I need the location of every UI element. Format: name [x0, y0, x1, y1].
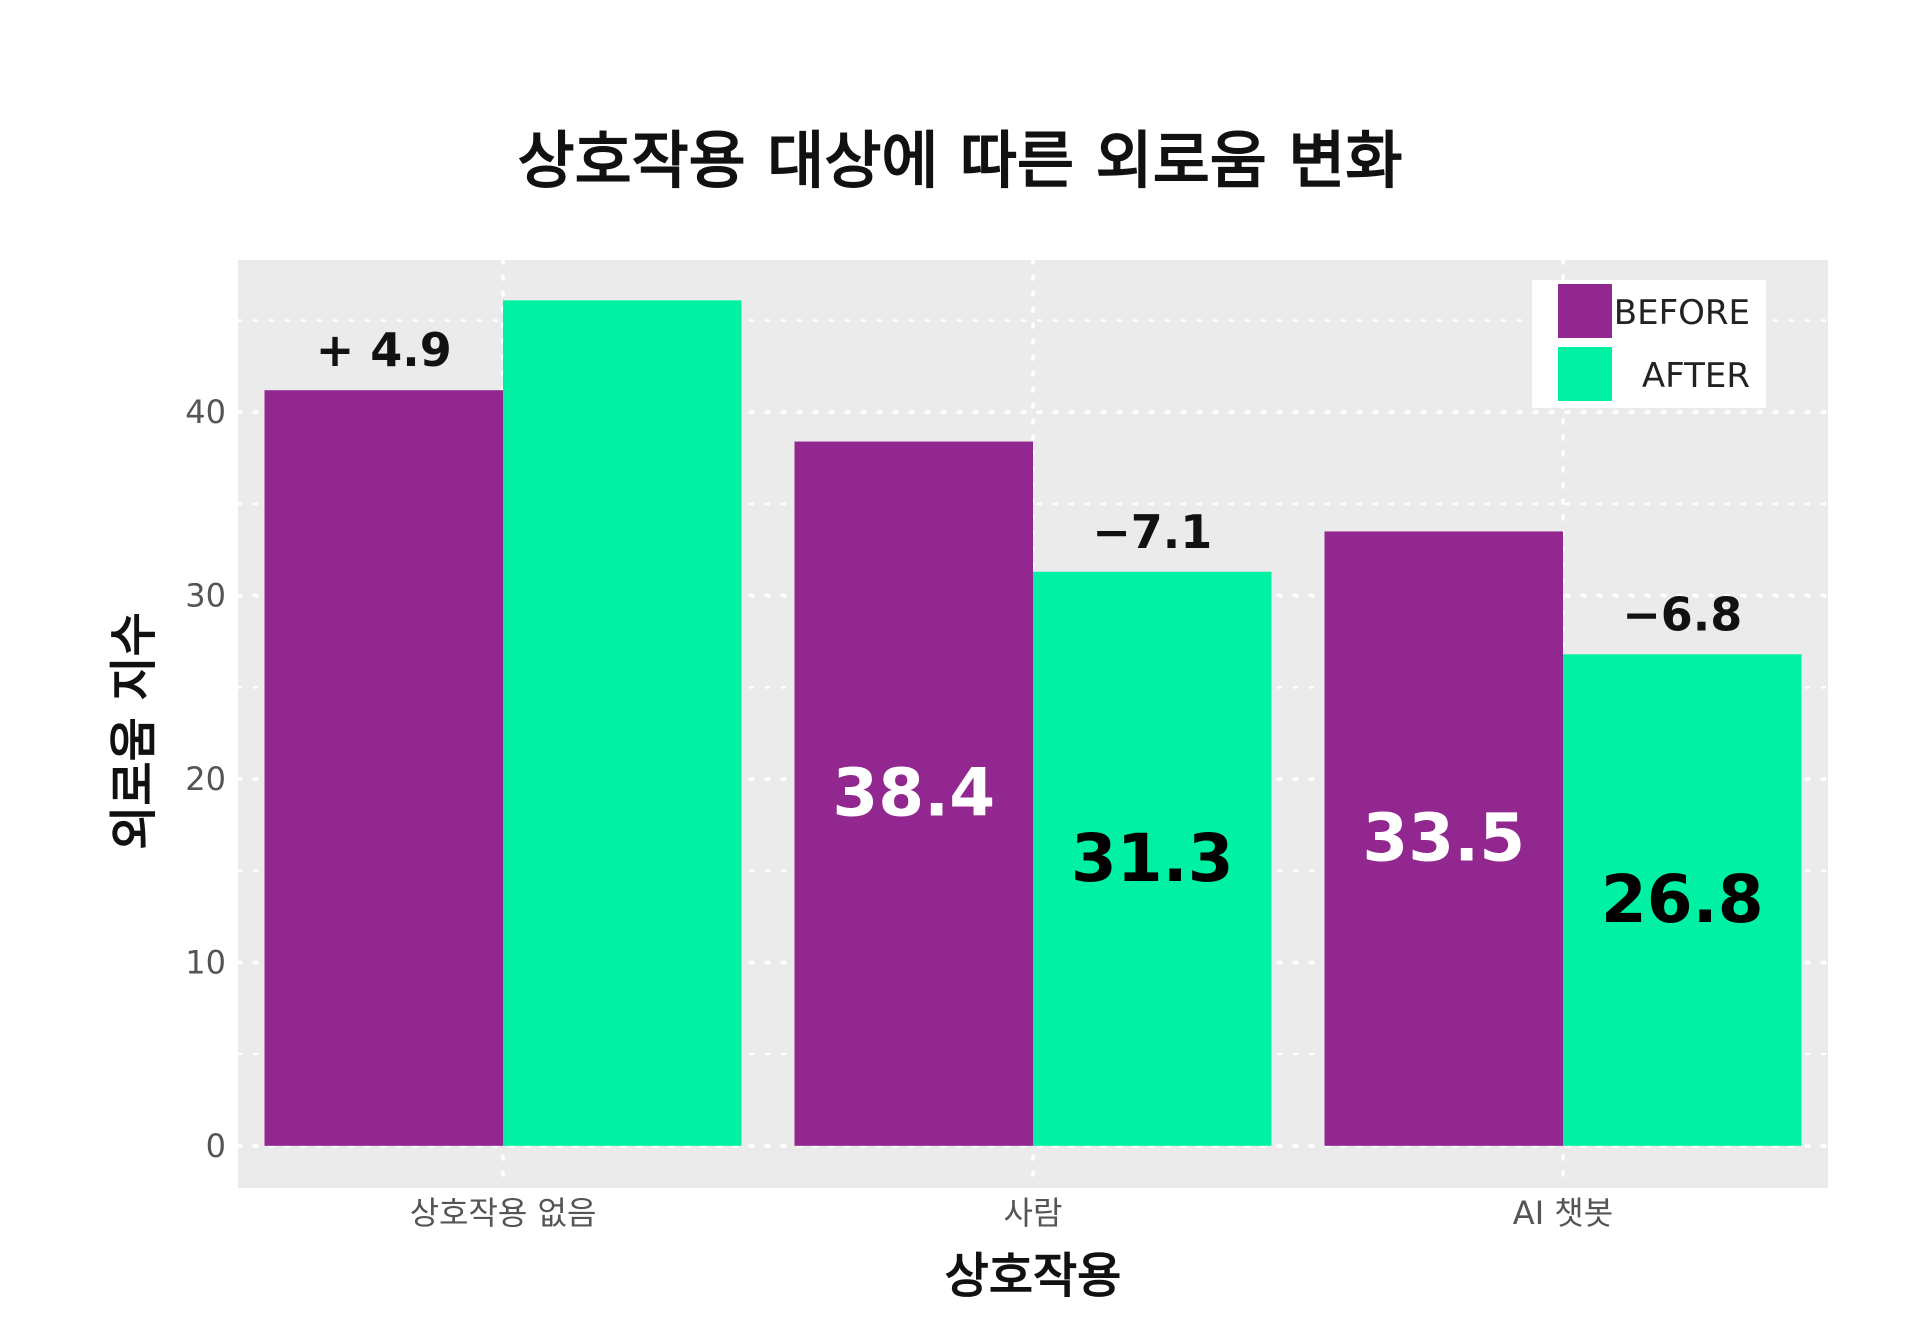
x-tick-label: 상호작용 없음 — [410, 1194, 597, 1232]
y-tick-label: 30 — [185, 577, 226, 615]
bar-after — [503, 300, 742, 1146]
y-tick-label: 10 — [185, 943, 226, 981]
legend: BEFORE AFTER — [1532, 280, 1766, 408]
x-tick-label: 사람 — [1004, 1194, 1063, 1232]
value-label: 31.3 — [1071, 820, 1234, 897]
value-label: 26.8 — [1601, 861, 1764, 938]
bar-before — [794, 441, 1033, 1146]
legend-key-before — [1558, 284, 1612, 338]
x-axis-title: 상호작용 — [945, 1248, 1122, 1304]
x-tick-label: AI 챗봇 — [1513, 1194, 1613, 1232]
y-axis-ticks: 0 10 20 30 40 — [185, 393, 226, 1165]
y-axis-title: 외로움 지수 — [106, 612, 162, 850]
legend-key-after — [1558, 347, 1612, 401]
x-axis-ticks: 상호작용 없음 사람 AI 챗봇 — [410, 1194, 1614, 1232]
legend-label: BEFORE — [1614, 293, 1750, 333]
value-labels: 38.4 33.5 31.3 26.8 — [832, 755, 1763, 938]
change-label: −7.1 — [1092, 505, 1212, 559]
change-label: −6.8 — [1622, 587, 1742, 641]
bars — [264, 300, 1802, 1146]
bar-after — [1563, 654, 1802, 1146]
y-tick-label: 20 — [185, 760, 226, 798]
y-tick-label: 40 — [185, 393, 226, 431]
value-label: 33.5 — [1362, 800, 1525, 877]
change-label: + 4.9 — [316, 323, 452, 377]
legend-label: AFTER — [1642, 356, 1750, 396]
change-labels: + 4.9 −7.1 −6.8 — [316, 323, 1743, 641]
value-label: 38.4 — [832, 755, 995, 832]
bar-before — [1324, 531, 1563, 1146]
bar-before — [264, 390, 503, 1146]
chart-title: 상호작용 대상에 따른 외로움 변화 — [518, 124, 1403, 197]
y-tick-label: 0 — [206, 1127, 226, 1165]
bar-after — [1033, 571, 1272, 1146]
